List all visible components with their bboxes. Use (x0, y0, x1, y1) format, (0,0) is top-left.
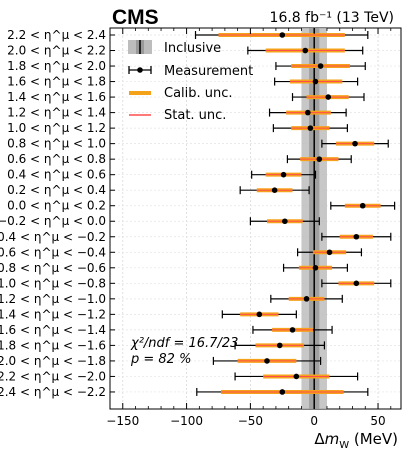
data-point (274, 77, 359, 86)
y-tick-label: −1.8 < η^μ < −1.6 (0, 338, 106, 352)
data-point (286, 155, 352, 164)
legend-inclusive-label: Inclusive (164, 41, 221, 56)
legend-measurement-label: Measurement (164, 64, 253, 79)
y-tick-label: 1.0 < η^μ < 1.2 (7, 121, 106, 135)
data-point (282, 263, 348, 272)
y-tick-label: 1.4 < η^μ < 1.6 (7, 90, 106, 104)
data-point (268, 108, 347, 117)
data-point (321, 139, 389, 148)
data-point (275, 62, 366, 71)
measurement-marker (271, 187, 278, 193)
measurement-marker (353, 280, 360, 287)
x-tick-label: −150 (106, 414, 139, 428)
measurement-marker (289, 327, 296, 333)
experiment-label: CMS (112, 6, 159, 29)
data-point (297, 248, 363, 257)
measurement-marker (325, 94, 332, 100)
measurement-marker (312, 78, 319, 85)
x-axis-title: ΔmW (MeV) (314, 430, 398, 451)
chi2-annotation: χ²/ndf = 16.7/23 (130, 336, 238, 351)
measurement-marker (353, 233, 360, 240)
y-tick-label: −0.4 < η^μ < −0.2 (0, 230, 106, 244)
data-point (251, 170, 317, 179)
measurement-marker (280, 171, 287, 178)
data-point (247, 46, 364, 55)
measurement-marker (264, 358, 270, 364)
y-tick-label: 1.2 < η^μ < 1.4 (7, 106, 106, 120)
measurement-marker (303, 296, 310, 302)
y-tick-label: −1.4 < η^μ < −1.2 (0, 307, 106, 321)
inclusive-band (301, 28, 327, 409)
measurement-marker (326, 249, 333, 256)
measurement-marker (293, 373, 300, 380)
legend: Inclusive Measurement Calib. unc. Stat. … (128, 40, 253, 123)
y-tick-label: 0.2 < η^μ < 0.4 (7, 183, 106, 197)
measurement-marker (352, 140, 358, 147)
data-point (321, 279, 392, 288)
data-point (234, 372, 359, 381)
y-tick-label: −0.6 < η^μ < −0.4 (0, 245, 106, 259)
data-point (194, 31, 369, 39)
data-point (221, 310, 297, 319)
data-point (239, 186, 310, 195)
y-tick-label: 1.8 < η^μ < 2.0 (7, 59, 106, 73)
y-tick-label: 2.2 < η^μ < 2.4 (7, 28, 106, 42)
measurement-marker (279, 32, 286, 38)
data-points (194, 31, 396, 396)
measurement-marker (307, 125, 314, 131)
measurement-marker (282, 218, 288, 225)
y-tick-label: 1.6 < η^μ < 1.8 (7, 75, 106, 89)
plot-frame (109, 27, 402, 410)
measurement-marker (317, 63, 324, 69)
data-point (321, 232, 392, 241)
measurement-marker (302, 47, 309, 54)
y-tick-label: 2.0 < η^μ < 2.2 (7, 44, 106, 58)
data-point (272, 124, 348, 133)
data-point (196, 387, 369, 396)
measurement-marker (276, 342, 283, 349)
y-tick-labels: 2.2 < η^μ < 2.4 2.0 < η^μ < 2.21.8 < η^μ … (0, 28, 115, 399)
data-point (291, 93, 365, 102)
legend-measurement-marker (137, 67, 143, 73)
y-tick-label: 0.8 < η^μ < 1.0 (7, 137, 106, 151)
x-tick-label: −100 (170, 414, 203, 428)
y-tick-label: −2.2 < η^μ < −2.0 (0, 369, 106, 383)
y-tick-label: 0.6 < η^μ < 0.8 (7, 152, 106, 166)
data-point (252, 325, 333, 334)
measurement-marker (312, 265, 319, 271)
measurement-marker (359, 202, 366, 209)
data-point (270, 294, 343, 303)
legend-stat-label: Stat. unc. (164, 108, 226, 123)
y-tick-label: 0.0 < η^μ < 0.2 (7, 199, 106, 213)
y-tick-label: −1.0 < η^μ < −0.8 (0, 276, 106, 290)
measurement-marker (256, 311, 263, 318)
y-tick-label: −0.8 < η^μ < −0.6 (0, 261, 106, 275)
y-tick-label: −2.4 < η^μ < −2.2 (0, 385, 106, 399)
data-point (234, 341, 326, 350)
measurement-marker (316, 156, 323, 162)
luminosity-label: 16.8 fb⁻¹ (13 TeV) (270, 10, 394, 26)
measurement-marker (279, 389, 286, 395)
data-point (249, 217, 320, 226)
x-axis: −150 −100 −50 0 50 (106, 28, 392, 428)
y-tick-label: −2.0 < η^μ < −1.8 (0, 354, 106, 368)
y-tick-label: −0.2 < η^μ < 0.0 (0, 214, 106, 228)
measurement-marker (305, 109, 311, 116)
data-point (330, 201, 396, 210)
pvalue-annotation: p = 82 % (130, 352, 191, 367)
x-tick-label: −50 (238, 414, 263, 428)
x-tick-label: 0 (310, 414, 318, 428)
y-tick-label: −1.2 < η^μ < −1.0 (0, 292, 106, 306)
legend-calib-label: Calib. unc. (164, 86, 233, 101)
y-tick-label: −1.6 < η^μ < −1.4 (0, 323, 106, 337)
x-tick-label: 50 (370, 414, 385, 428)
data-point (212, 356, 322, 365)
y-tick-label: 0.4 < η^μ < 0.6 (7, 168, 106, 182)
